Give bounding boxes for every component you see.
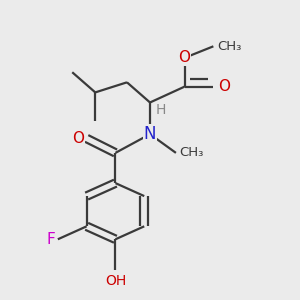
Text: CH₃: CH₃ — [179, 146, 203, 159]
Text: O: O — [178, 50, 190, 65]
Text: H: H — [156, 103, 166, 117]
Text: F: F — [46, 232, 55, 247]
Text: OH: OH — [105, 274, 126, 288]
Text: N: N — [144, 125, 156, 143]
Text: O: O — [218, 79, 230, 94]
Text: O: O — [72, 131, 84, 146]
Text: CH₃: CH₃ — [218, 40, 242, 53]
